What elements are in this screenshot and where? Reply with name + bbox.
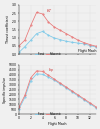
Text: Flight Mach: Flight Mach (78, 49, 96, 53)
Legend: Front, Subsonic: Front, Subsonic (34, 111, 63, 117)
Y-axis label: Thrust coefficient: Thrust coefficient (6, 16, 10, 43)
Text: $I_{sp}$: $I_{sp}$ (48, 66, 55, 75)
Legend: Front, Subsonic: Front, Subsonic (34, 51, 63, 57)
Text: $K_T$: $K_T$ (46, 7, 52, 15)
X-axis label: Flight Mach: Flight Mach (48, 122, 67, 126)
Y-axis label: Specific impulse: Specific impulse (4, 76, 8, 103)
